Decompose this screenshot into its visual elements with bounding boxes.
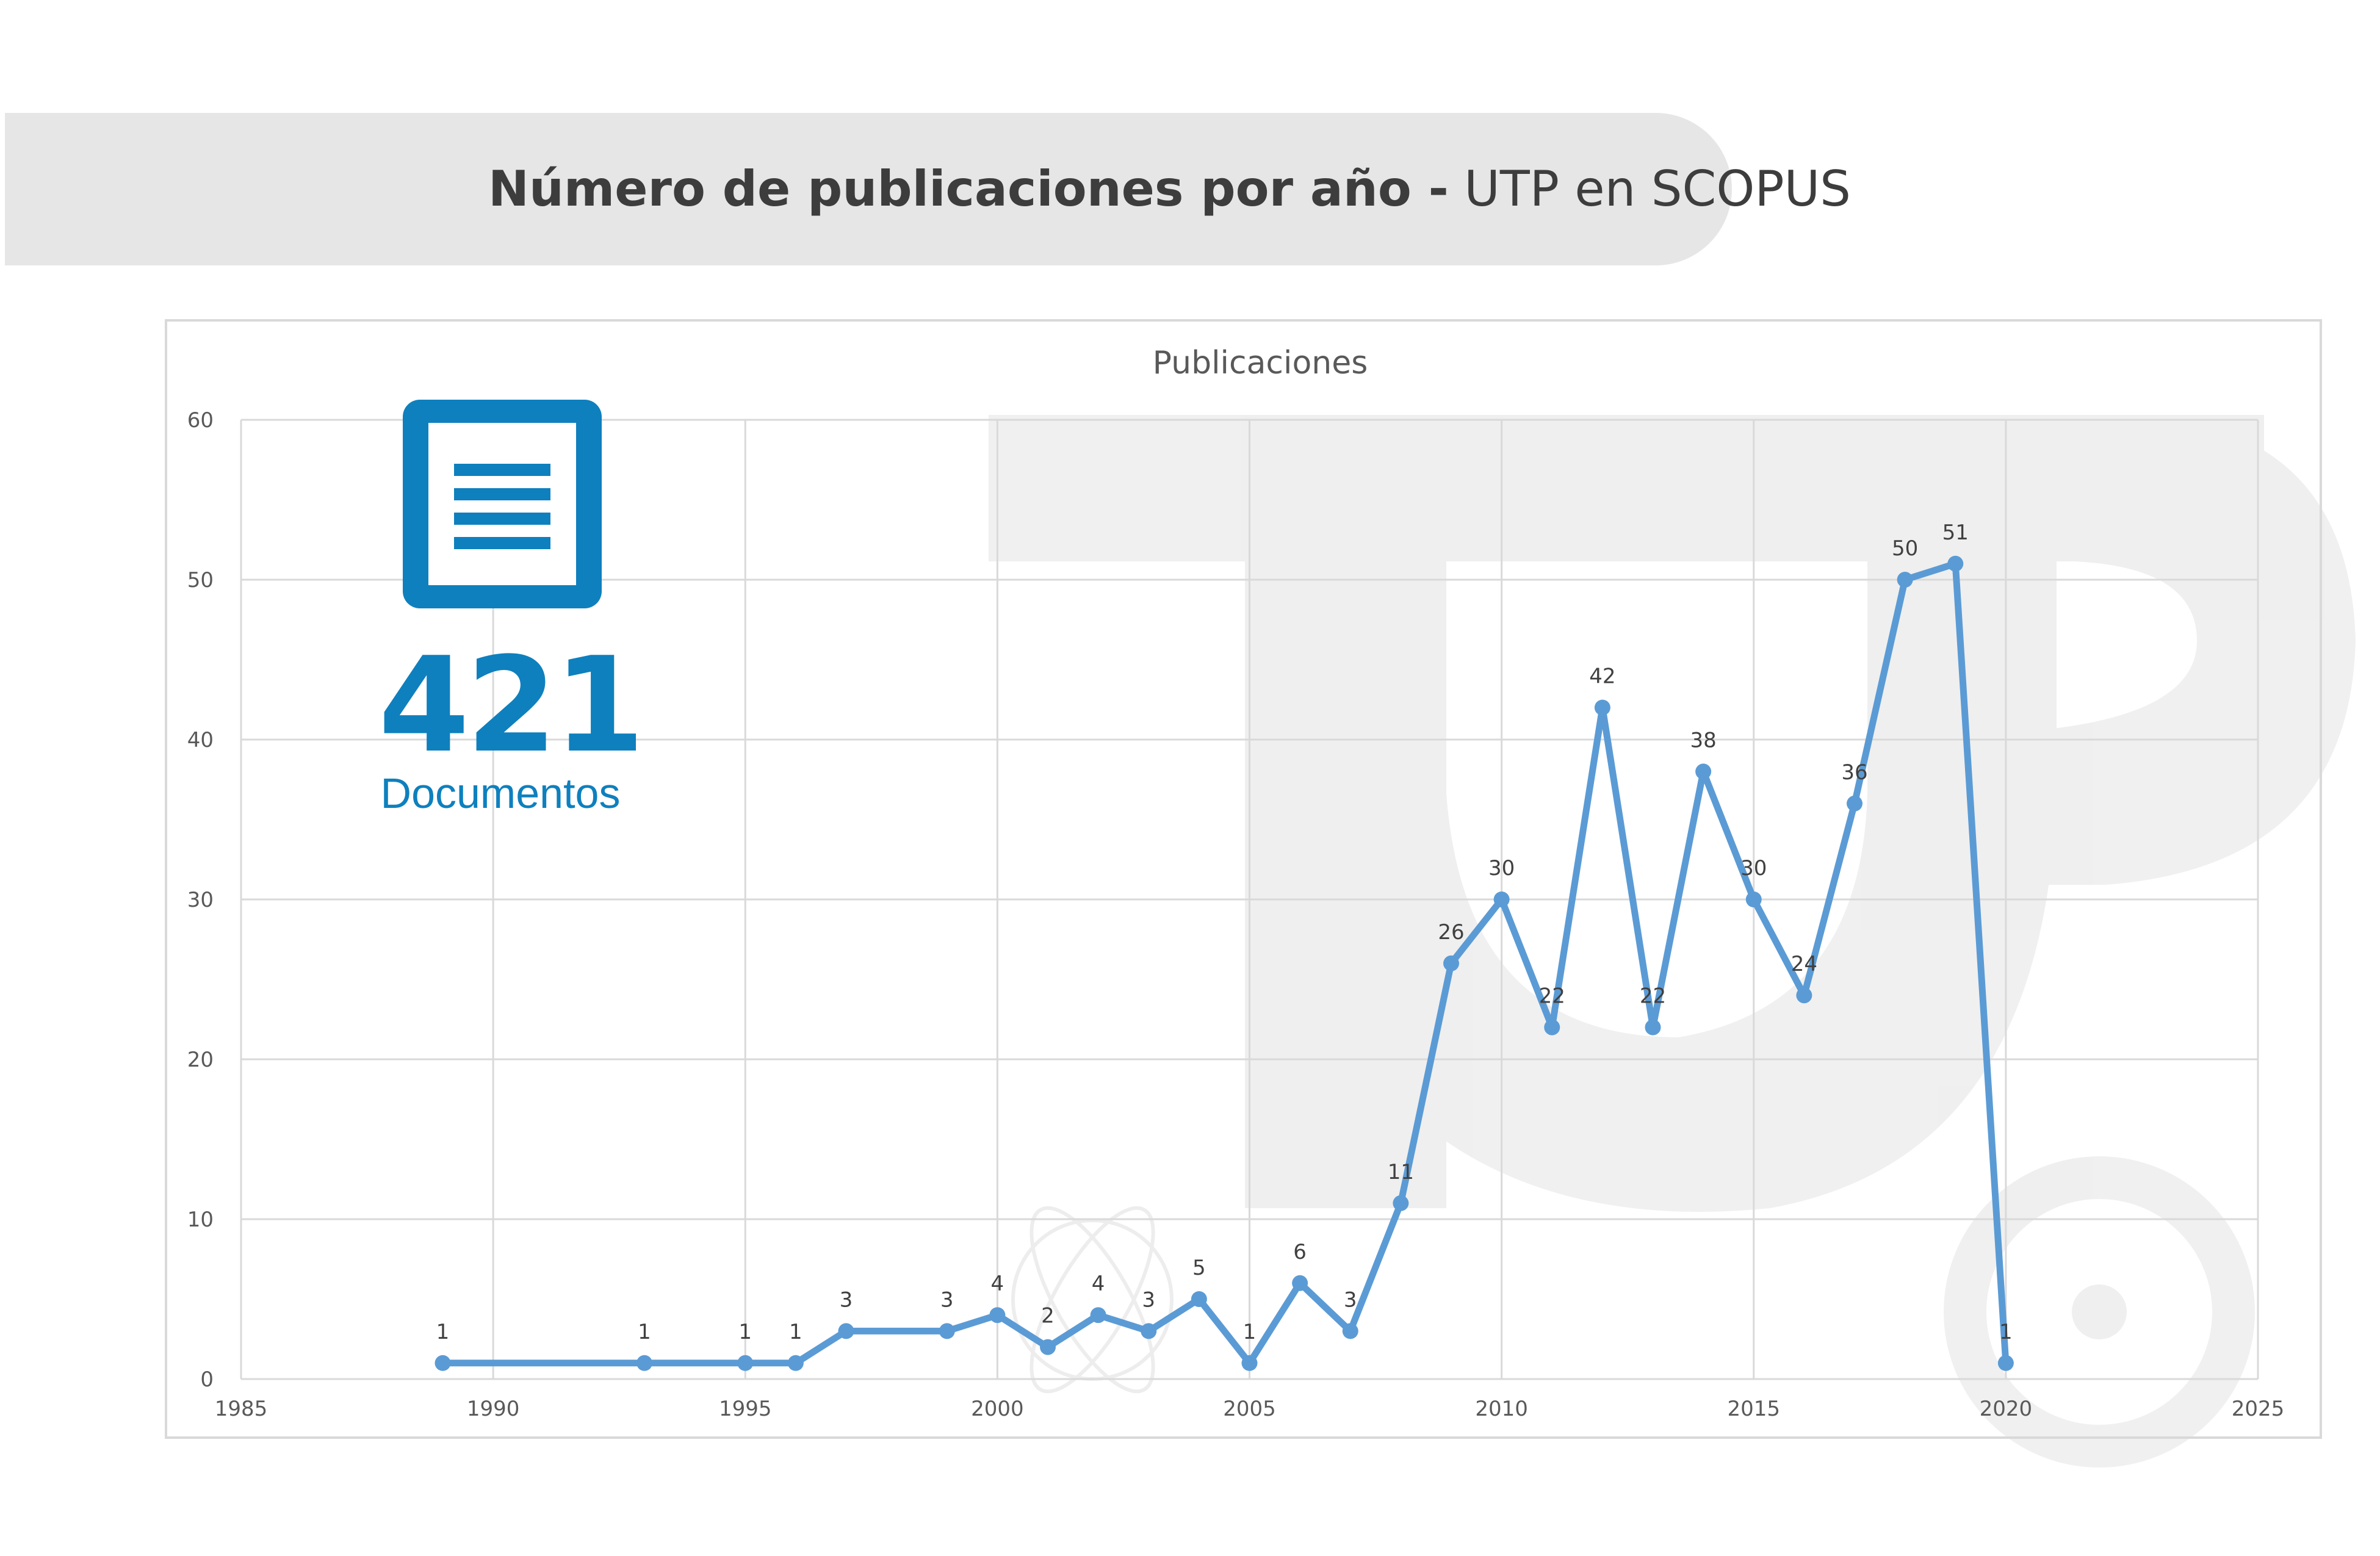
series-line [435,555,2014,1371]
data-point [737,1355,754,1371]
data-point [1544,1019,1560,1036]
page-title-bold: Número de publicaciones por año - [488,160,1449,217]
data-label: 1 [638,1320,651,1344]
y-tick-label: 10 [187,1208,214,1232]
x-tick-label: 2025 [2232,1397,2285,1421]
data-label: 3 [1344,1288,1357,1312]
data-point [1191,1291,1207,1307]
data-label: 51 [1942,520,1969,545]
x-tick-label: 2010 [1475,1397,1528,1421]
data-point [435,1355,451,1371]
data-point [1493,891,1510,907]
title-band [5,113,1732,265]
data-point [1745,891,1762,907]
data-point [838,1323,854,1339]
data-label: 4 [1092,1272,1105,1296]
watermark-letters [989,415,2356,1468]
data-point [1594,699,1610,716]
data-point [1847,795,1863,812]
x-tick-label: 2020 [1980,1397,2033,1421]
data-label: 4 [991,1272,1004,1296]
data-label: 1 [789,1320,802,1344]
y-tick-label: 0 [200,1367,214,1392]
y-tick-label: 20 [187,1048,214,1072]
data-label: 6 [1293,1240,1307,1264]
data-label: 22 [1539,984,1565,1009]
y-tick-label: 50 [187,568,214,593]
data-point [1342,1323,1358,1339]
data-label: 1 [738,1320,752,1344]
data-label: 1 [1243,1320,1257,1344]
document-count-label: Documentos [380,769,621,817]
x-tick-label: 2005 [1223,1397,1276,1421]
data-point [1292,1275,1308,1291]
data-point [1241,1355,1258,1371]
axis-ticks: 0 10 20 30 40 50 60 1985 1990 1995 2000 2005 2010 201… [187,408,2285,1421]
data-point [989,1307,1006,1324]
data-label: 38 [1690,728,1716,752]
document-count: 421 [378,629,645,782]
page-title-rest: UTP en SCOPUS [1448,160,1851,217]
data-point [1443,955,1459,971]
y-tick-label: 40 [187,728,214,752]
data-label: 24 [1791,952,1817,976]
data-point [1141,1323,1157,1339]
x-tick-label: 1990 [467,1397,520,1421]
data-point [1695,763,1712,780]
data-label: 11 [1388,1160,1414,1184]
data-point [1090,1307,1106,1324]
x-tick-label: 2015 [1727,1397,1780,1421]
series-path [439,560,2010,1367]
data-label: 30 [1488,856,1515,881]
document-icon [403,400,602,608]
chart-frame [165,319,2322,1439]
data-label: 1 [1999,1320,2013,1344]
data-label: 50 [1892,536,1918,561]
data-point [1645,1019,1661,1036]
data-point [1997,1355,2014,1371]
data-label: 22 [1640,984,1666,1009]
data-point [1897,572,1913,588]
data-point [1393,1195,1409,1211]
data-label: 36 [1841,760,1867,785]
data-label: 3 [1142,1288,1155,1312]
data-point [1040,1339,1056,1355]
data-point [1947,555,1964,572]
x-tick-label: 1985 [215,1397,268,1421]
grid [240,419,2259,1380]
data-label: 3 [940,1288,954,1312]
page-title: Número de publicaciones por año - UTP en… [488,113,1851,265]
x-tick-label: 2000 [971,1397,1024,1421]
data-label: 1 [436,1320,450,1344]
chart-title: Publicaciones [1153,345,1368,381]
data-label: 30 [1740,856,1767,881]
data-point [1796,987,1812,1004]
data-label: 42 [1589,665,1615,689]
data-point [636,1355,652,1371]
y-tick-label: 60 [187,408,214,433]
data-label: 5 [1192,1256,1206,1280]
data-label: 3 [840,1288,853,1312]
y-tick-label: 30 [187,888,214,912]
data-point [939,1323,955,1339]
data-point [787,1355,804,1371]
x-tick-label: 1995 [719,1397,772,1421]
data-label: 26 [1438,920,1464,945]
data-label: 2 [1041,1304,1055,1328]
